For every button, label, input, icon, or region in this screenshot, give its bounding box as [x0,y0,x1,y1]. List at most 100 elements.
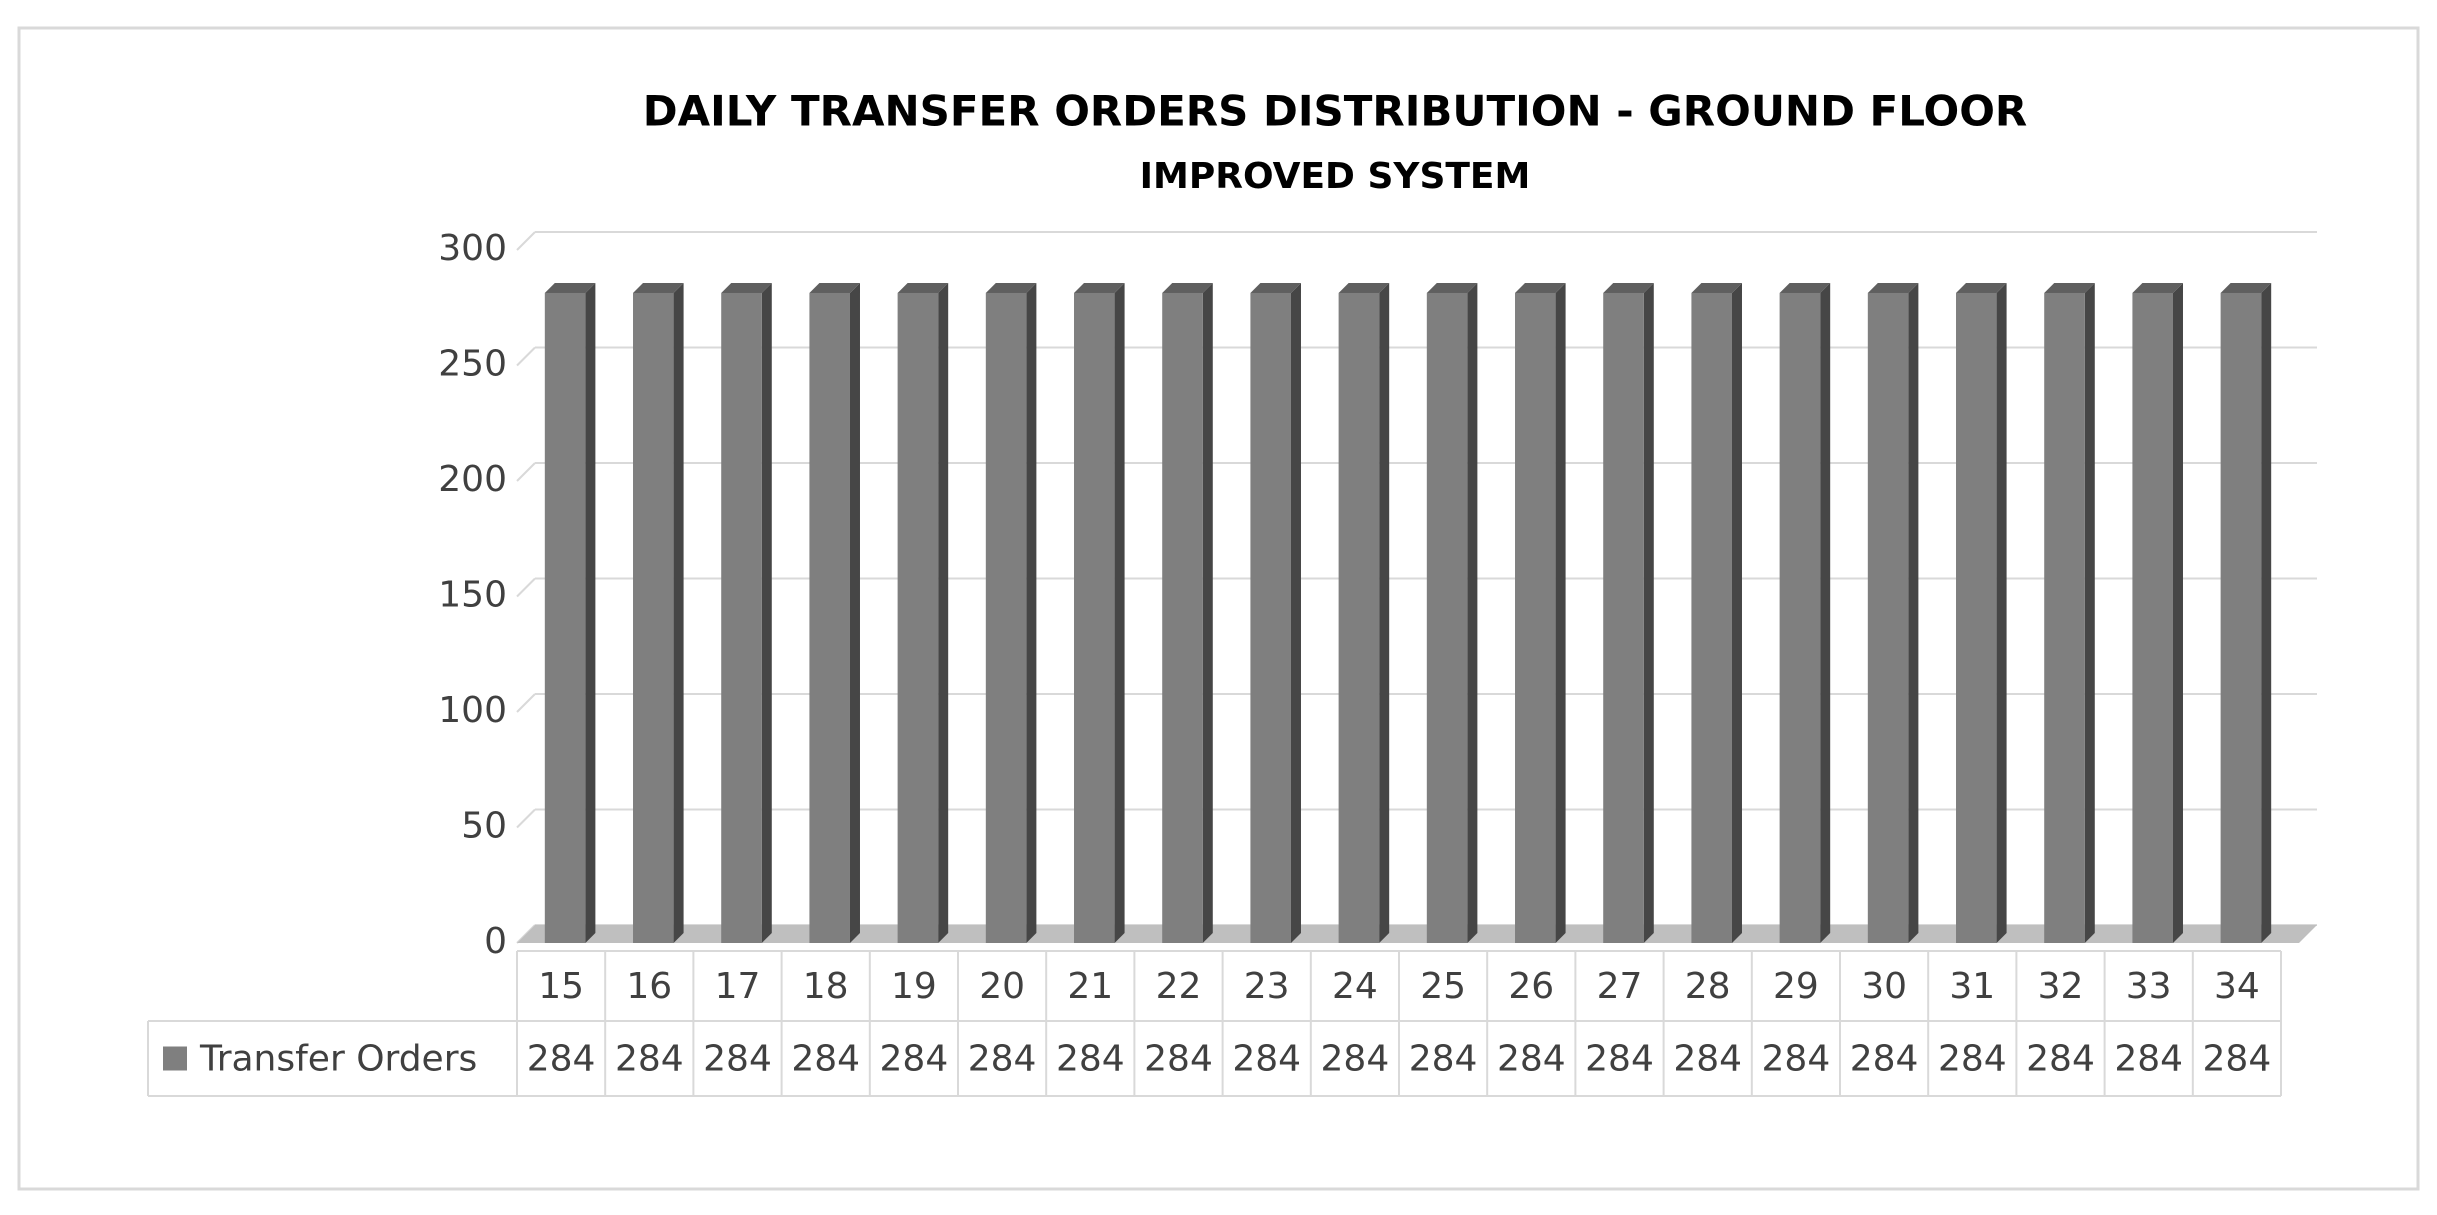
bar [1515,292,1556,944]
grid-line-side [516,462,536,482]
bar [1779,292,1821,944]
bar-top [1074,282,1125,293]
table-value: 284 [1056,1039,1125,1080]
x-tick-label: 19 [891,966,937,1007]
bar [544,292,586,944]
bar-side [1114,282,1125,944]
bar-top [1426,282,1478,293]
chart-border [17,26,2420,1191]
bar-top [985,282,1037,293]
bar-top [897,282,949,293]
bar [633,292,674,944]
bar [985,292,1027,944]
legend-key [163,1046,187,1071]
bar-side [1379,282,1390,944]
bar-side [673,282,684,944]
bar-side [1731,282,1742,944]
chart-title: DAILY TRANSFER ORDERS DISTRIBUTION - GRO… [643,87,2028,136]
bar-side [1908,282,1919,944]
y-tick-label: 150 [438,575,507,616]
bar [1162,292,1203,944]
bar-top [1779,282,1831,293]
x-tick-label: 20 [979,966,1025,1007]
x-tick-label: 30 [1861,966,1907,1007]
bar-side [1996,282,2007,944]
x-tick-label: 15 [538,966,584,1007]
bar-side [1555,282,1566,944]
grid-line-side [516,577,536,598]
bar [1603,292,1644,944]
bar-top [1250,282,1301,293]
x-tick-label: 28 [1685,966,1731,1007]
bar [721,292,762,944]
table-value: 284 [1144,1039,1213,1080]
y-tick-label: 50 [461,806,507,847]
bar [1956,292,1997,944]
x-tick-label: 31 [1949,966,1995,1007]
chart-subtitle: IMPROVED SYSTEM [1140,156,1531,197]
bar [2044,292,2085,944]
bar-side [1290,282,1301,944]
x-tick-label: 18 [803,966,849,1007]
table-value: 284 [1673,1039,1742,1080]
bar-side [2084,282,2095,944]
bar [809,292,850,944]
bar [1867,292,1909,944]
bar [1691,292,1732,944]
bar-side [1467,282,1478,944]
x-tick-label: 17 [715,966,761,1007]
bar-side [761,282,772,944]
table-value: 284 [1497,1039,1566,1080]
table-value: 284 [1850,1039,1919,1080]
bar-side [2172,282,2183,944]
bar [1338,292,1380,944]
table-value: 284 [2114,1039,2183,1080]
table-value: 284 [1321,1039,1390,1080]
x-tick-label: 25 [1420,966,1466,1007]
table-value: 284 [703,1039,772,1080]
bar-side [849,282,860,944]
x-tick-label: 23 [1244,966,1290,1007]
x-tick-label: 27 [1597,966,1643,1007]
x-tick-label: 21 [1067,966,1113,1007]
table-value: 284 [968,1039,1037,1080]
grid-line-side [516,808,536,829]
floor [517,925,2317,943]
bar-top [2132,282,2183,293]
bar-side [585,282,596,944]
table-value: 284 [1409,1039,1478,1080]
table-value: 284 [1762,1039,1831,1080]
bar-top [1162,282,1213,293]
x-tick-label: 16 [626,966,672,1007]
table-value: 284 [1232,1039,1301,1080]
bar-side [938,282,949,944]
bar [1250,292,1291,944]
x-tick-label: 24 [1332,966,1378,1007]
y-tick-label: 0 [484,921,507,962]
table-value: 284 [1585,1039,1654,1080]
bar-side [1643,282,1654,944]
bar [1074,292,1115,944]
bar-top [633,282,684,293]
y-tick-label: 100 [438,690,507,731]
table-value: 284 [2203,1039,2272,1080]
bar-side [1820,282,1831,944]
bar-top [1867,282,1919,293]
bar-top [1956,282,2007,293]
legend-label: Transfer Orders [199,1039,477,1080]
x-tick-label: 33 [2126,966,2172,1007]
y-tick-label: 200 [438,459,507,500]
bar-top [1603,282,1654,293]
bar-top [2220,282,2272,293]
grid-line-side [516,231,536,251]
bar-side [1202,282,1213,944]
x-tick-label: 34 [2214,966,2260,1007]
x-tick-label: 32 [2038,966,2084,1007]
y-tick-label: 300 [438,228,507,269]
table-value: 284 [880,1039,949,1080]
bar [2132,292,2173,944]
bar-side [1026,282,1037,944]
table-value: 284 [791,1039,860,1080]
grid-line-side [516,693,536,713]
